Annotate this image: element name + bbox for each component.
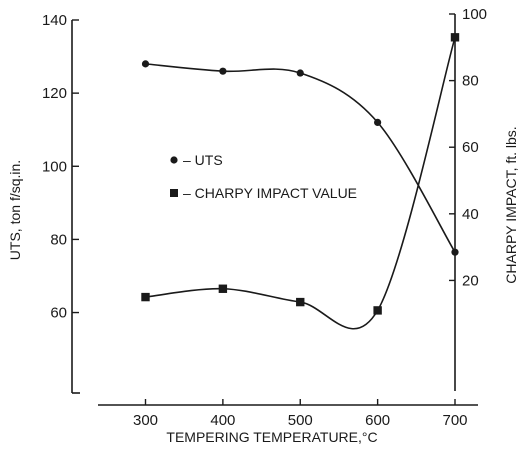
left-tick-label: 80 — [50, 231, 67, 248]
x-tick-label: 400 — [210, 412, 235, 429]
right-tick-label: 60 — [462, 139, 479, 156]
uts-point — [219, 67, 227, 75]
right-tick-label: 100 — [462, 6, 487, 23]
markers — [141, 33, 460, 315]
legend-charpy-label: – CHARPY IMPACT VALUE — [183, 185, 357, 201]
charpy-impact-value-point — [450, 33, 460, 42]
ticks: 60 80 100 120 140 20 40 60 80 100 300 400 500 600 700 — [42, 6, 487, 429]
left-tick-label: 100 — [42, 158, 67, 175]
x-tick-label: 300 — [133, 412, 158, 429]
uts-point — [451, 248, 459, 256]
charpy-impact-value-series-line — [145, 37, 456, 330]
left-tick-label: 140 — [42, 12, 67, 29]
x-axis-title: TEMPERING TEMPERATURE,°C — [166, 429, 377, 445]
left-axis-title: UTS, ton f/sq.in. — [7, 160, 23, 260]
axes — [71, 14, 478, 406]
uts-point — [141, 60, 150, 68]
curves — [145, 37, 456, 330]
x-tick-label: 500 — [288, 412, 313, 429]
right-tick-label: 40 — [462, 206, 479, 223]
charpy-impact-value-point — [373, 306, 382, 315]
right-tick-label: 80 — [462, 73, 479, 90]
legend-uts-marker-icon — [170, 156, 178, 164]
uts-series-line — [145, 63, 456, 253]
legend-charpy-marker-icon — [170, 189, 178, 197]
charpy-impact-value-point — [296, 297, 305, 307]
x-tick-label: 700 — [442, 412, 467, 429]
uts-point — [296, 69, 304, 77]
left-tick-label: 60 — [50, 305, 67, 322]
right-axis-title: CHARPY IMPACT, ft. lbs. — [503, 126, 519, 283]
charpy-impact-value-point — [218, 284, 228, 293]
charpy-impact-value-point — [141, 292, 150, 302]
x-tick-label: 600 — [365, 412, 390, 429]
legend: – UTS – CHARPY IMPACT VALUE — [170, 152, 357, 201]
uts-point — [374, 118, 382, 126]
legend-uts-label: – UTS — [183, 152, 223, 168]
right-tick-label: 20 — [462, 272, 479, 289]
left-tick-label: 120 — [42, 85, 67, 102]
